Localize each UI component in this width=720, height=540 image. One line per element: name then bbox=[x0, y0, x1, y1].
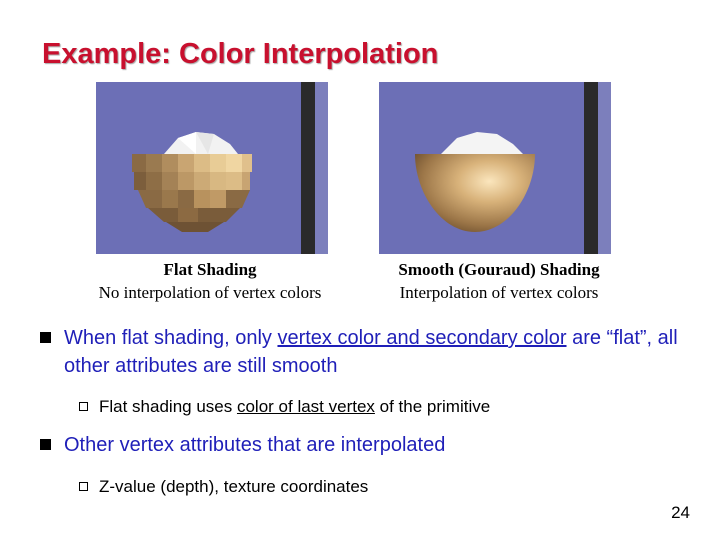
square-bullet-icon bbox=[40, 439, 51, 450]
hollow-square-bullet-icon bbox=[79, 482, 88, 491]
caption-title: Smooth (Gouraud) Shading bbox=[398, 260, 600, 279]
bullet-text-prefix: When flat shading, only bbox=[64, 327, 278, 349]
sub-bullet-suffix: of the primitive bbox=[374, 397, 491, 416]
smooth-shading-image bbox=[379, 82, 611, 254]
flat-shading-image bbox=[96, 82, 328, 254]
square-bullet-icon bbox=[40, 332, 51, 343]
hollow-square-bullet-icon bbox=[79, 402, 88, 411]
bullet-text: Other vertex attributes that are interpo… bbox=[64, 434, 446, 456]
sub-bullet-prefix: Flat shading uses bbox=[99, 397, 237, 416]
sub-bullet-depth-texture: Z-value (depth), texture coordinates bbox=[79, 476, 369, 498]
slide-title: Example: Color Interpolation bbox=[42, 38, 439, 70]
bullet-underlined-text: vertex color and secondary color bbox=[277, 327, 567, 349]
bullet-interpolated-attributes: Other vertex attributes that are interpo… bbox=[40, 431, 684, 459]
smooth-shading-caption: Smooth (Gouraud) Shading Interpolation o… bbox=[370, 258, 628, 304]
page-number: 24 bbox=[671, 503, 690, 522]
flat-shading-caption: Flat Shading No interpolation of vertex … bbox=[70, 258, 350, 304]
bullet-text-suffix: are “flat”, all other attributes are sti… bbox=[64, 327, 678, 377]
caption-subtitle: No interpolation of vertex colors bbox=[98, 283, 322, 302]
sub-bullet-text: Z-value (depth), texture coordinates bbox=[99, 477, 369, 496]
sub-bullet-underlined-text: color of last vertex bbox=[236, 397, 375, 416]
bullet-flat-shading: When flat shading, only vertex color and… bbox=[40, 324, 684, 380]
sub-bullet-last-vertex: Flat shading uses color of last vertex o… bbox=[79, 396, 491, 418]
caption-subtitle: Interpolation of vertex colors bbox=[399, 283, 599, 302]
caption-title: Flat Shading bbox=[163, 260, 257, 279]
